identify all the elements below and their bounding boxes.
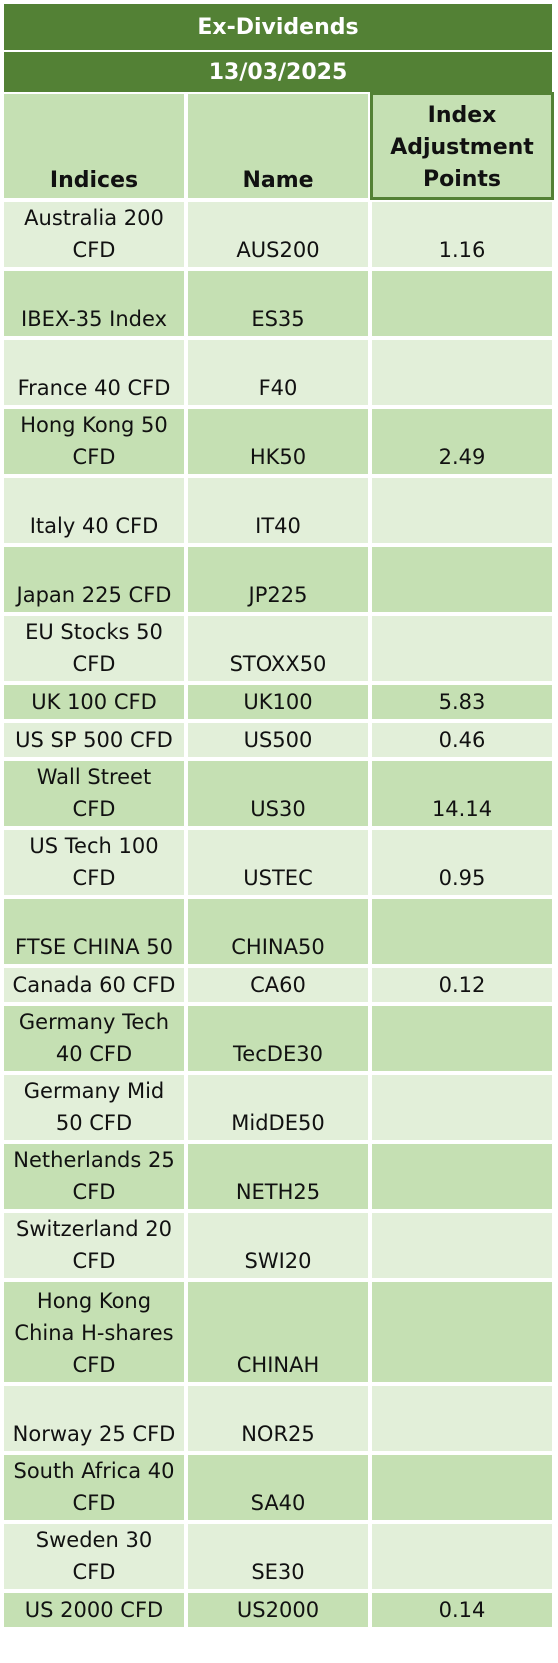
cell-index-adjustment-points: [370, 1453, 554, 1522]
cell-indices: Wall Street CFD: [2, 759, 186, 828]
cell-index-adjustment-points: [370, 338, 554, 407]
cell-indices: Hong Kong 50 CFD: [2, 407, 186, 476]
cell-name: SWI20: [186, 1211, 370, 1280]
cell-indices: US Tech 100 CFD: [2, 828, 186, 897]
cell-name: STOXX50: [186, 614, 370, 683]
table-date: 13/03/2025: [2, 50, 554, 94]
cell-name: NETH25: [186, 1142, 370, 1211]
cell-index-adjustment-points: [370, 897, 554, 966]
cell-indices: Italy 40 CFD: [2, 476, 186, 545]
cell-indices: UK 100 CFD: [2, 683, 186, 721]
cell-index-adjustment-points: 5.83: [370, 683, 554, 721]
cell-indices: US 2000 CFD: [2, 1591, 186, 1629]
cell-indices: Switzerland 20 CFD: [2, 1211, 186, 1280]
cell-indices: FTSE CHINA 50: [2, 897, 186, 966]
cell-index-adjustment-points: 0.46: [370, 721, 554, 759]
cell-index-adjustment-points: [370, 614, 554, 683]
cell-indices: IBEX-35 Index: [2, 269, 186, 338]
cell-name: US500: [186, 721, 370, 759]
cell-name: NOR25: [186, 1384, 370, 1453]
cell-indices: Norway 25 CFD: [2, 1384, 186, 1453]
cell-indices: Hong Kong China H-shares CFD: [2, 1280, 186, 1384]
cell-name: F40: [186, 338, 370, 407]
header-index-adjustment-points: Index Adjustment Points: [370, 92, 554, 200]
cell-indices: Germany Tech 40 CFD: [2, 1004, 186, 1073]
cell-indices: Australia 200 CFD: [2, 200, 186, 269]
cell-index-adjustment-points: [370, 1522, 554, 1591]
cell-name: AUS200: [186, 200, 370, 269]
cell-indices: EU Stocks 50 CFD: [2, 614, 186, 683]
cell-name: JP225: [186, 545, 370, 614]
cell-indices: Netherlands 25 CFD: [2, 1142, 186, 1211]
cell-index-adjustment-points: 0.14: [370, 1591, 554, 1629]
cell-name: MidDE50: [186, 1073, 370, 1142]
cell-name: UK100: [186, 683, 370, 721]
cell-index-adjustment-points: [370, 1142, 554, 1211]
cell-name: SE30: [186, 1522, 370, 1591]
cell-index-adjustment-points: 0.95: [370, 828, 554, 897]
cell-name: US30: [186, 759, 370, 828]
cell-name: ES35: [186, 269, 370, 338]
cell-index-adjustment-points: [370, 1211, 554, 1280]
cell-name: US2000: [186, 1591, 370, 1629]
header-name: Name: [186, 92, 370, 200]
cell-name: TecDE30: [186, 1004, 370, 1073]
cell-index-adjustment-points: [370, 269, 554, 338]
cell-name: CHINA50: [186, 897, 370, 966]
cell-index-adjustment-points: [370, 1073, 554, 1142]
cell-name: HK50: [186, 407, 370, 476]
cell-indices: Germany Mid 50 CFD: [2, 1073, 186, 1142]
cell-name: USTEC: [186, 828, 370, 897]
cell-index-adjustment-points: [370, 1384, 554, 1453]
cell-index-adjustment-points: 14.14: [370, 759, 554, 828]
cell-name: SA40: [186, 1453, 370, 1522]
cell-index-adjustment-points: [370, 1004, 554, 1073]
cell-index-adjustment-points: 1.16: [370, 200, 554, 269]
cell-indices: France 40 CFD: [2, 338, 186, 407]
cell-index-adjustment-points: [370, 476, 554, 545]
cell-indices: Sweden 30 CFD: [2, 1522, 186, 1591]
cell-index-adjustment-points: 2.49: [370, 407, 554, 476]
cell-indices: Japan 225 CFD: [2, 545, 186, 614]
cell-index-adjustment-points: [370, 1280, 554, 1384]
table-title: Ex-Dividends: [2, 2, 554, 52]
cell-name: IT40: [186, 476, 370, 545]
cell-name: CA60: [186, 966, 370, 1004]
cell-indices: Canada 60 CFD: [2, 966, 186, 1004]
cell-indices: South Africa 40 CFD: [2, 1453, 186, 1522]
cell-index-adjustment-points: 0.12: [370, 966, 554, 1004]
header-indices: Indices: [2, 92, 186, 200]
cell-name: CHINAH: [186, 1280, 370, 1384]
cell-indices: US SP 500 CFD: [2, 721, 186, 759]
cell-index-adjustment-points: [370, 545, 554, 614]
